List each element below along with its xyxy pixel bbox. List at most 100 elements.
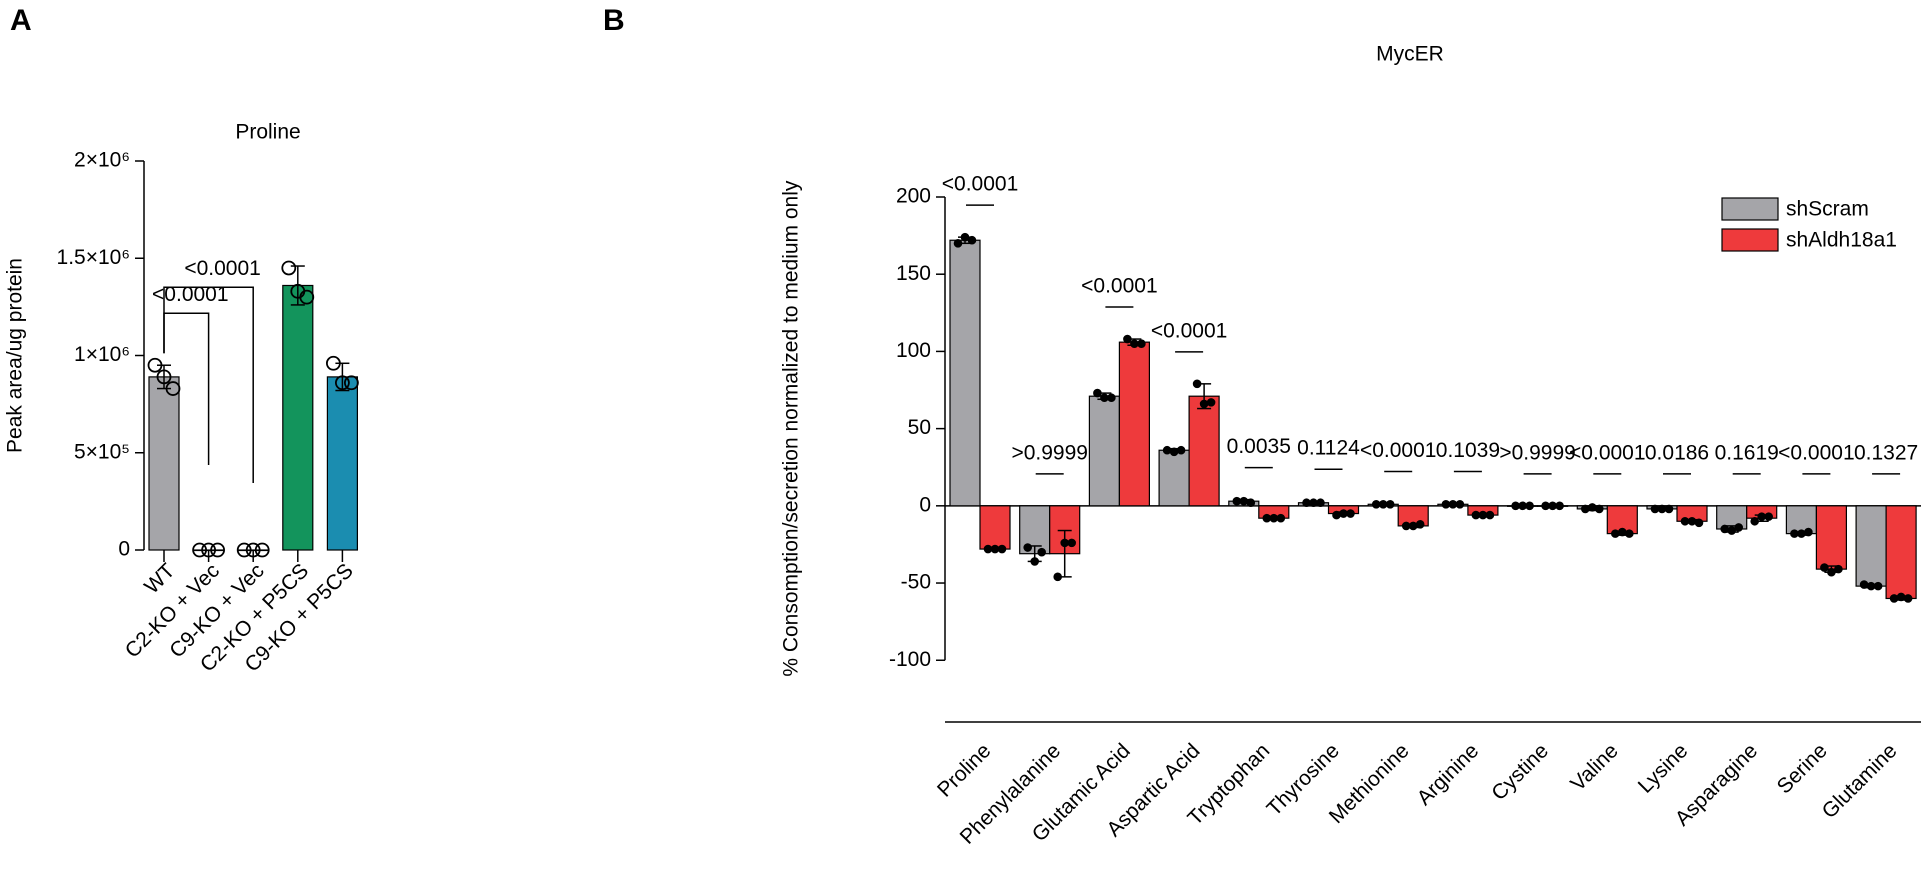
p-value: 0.1619 [1715,441,1779,464]
data-point [1448,499,1458,509]
data-point [1455,499,1465,509]
data-point [1797,529,1806,538]
p-value: <0.0001 [1151,319,1228,342]
bar [1088,395,1121,507]
data-point [1518,501,1527,511]
data-point [1873,581,1883,591]
data-point [1137,339,1146,348]
data-point [1276,513,1286,523]
y-tick-label: -50 [901,571,931,594]
data-point [1262,513,1272,523]
legend-swatch [1721,197,1779,221]
data-point [1100,393,1109,403]
data-point [1332,510,1341,520]
data-point [1581,504,1590,514]
p-value: 0.0186 [1645,441,1709,464]
data-point [1859,580,1869,589]
data-point [1471,510,1481,520]
data-point [1067,538,1076,548]
data-point [1199,399,1209,409]
bar [979,505,1011,550]
p-value: <0.0001 [1360,439,1437,462]
bar [1118,341,1151,507]
data-point [290,283,306,299]
data-point [1618,527,1627,537]
x-tick-label: Valine [1566,739,1622,795]
data-point [1541,501,1550,511]
bar [949,239,981,507]
panel-label: B [603,4,625,37]
data-point [1727,526,1736,535]
legend-label: shAldh18a1 [1786,229,1897,252]
x-tick-label: Serine [1773,739,1832,798]
y-tick-label: 150 [896,262,931,285]
data-point [165,381,181,396]
data-point [1023,543,1032,552]
data-point [1834,564,1843,574]
data-point [343,375,359,391]
data-point [1401,521,1411,531]
data-point [1408,521,1418,531]
bar [1855,505,1887,587]
data-point [997,544,1007,554]
x-tick-label: Lysine [1634,739,1693,798]
data-point [1820,563,1829,572]
bar [1815,505,1848,570]
data-point [334,375,350,391]
y-axis-label: % Consomption/secretion normalized to me… [780,180,803,677]
data-point [1764,512,1773,521]
p-value: <0.0001 [942,173,1019,196]
chart-title: Proline [235,121,300,144]
data-point [1385,499,1395,509]
bar [148,376,180,551]
data-point [1107,393,1116,403]
data-point [1734,523,1743,532]
data-point [236,542,252,558]
x-tick-label: Arginine [1413,739,1484,810]
data-point [1694,518,1704,528]
chart-title: MycER [1376,43,1444,66]
p-value: 0.1327 [1854,441,1918,464]
data-point [1246,498,1256,508]
legend-swatch [1721,228,1779,252]
data-point [953,239,963,248]
data-point [1525,501,1534,511]
data-point [1378,499,1388,509]
data-point [1657,504,1667,514]
data-point [1555,501,1564,511]
data-point [1478,510,1488,520]
data-point [1611,529,1620,538]
data-point [1511,501,1520,511]
data-point [1889,594,1899,603]
data-point [1060,538,1069,548]
data-point [1162,445,1172,455]
data-point [1415,520,1425,529]
bar [1188,395,1220,507]
data-point [1896,592,1906,602]
y-tick-label: 2×10⁶ [74,149,130,172]
data-point [1548,501,1557,511]
data-point [1206,398,1216,407]
p-value: 0.1124 [1297,437,1360,460]
y-axis-label: Peak area/ug protein [4,258,27,453]
data-point [1037,547,1046,557]
p-value: >0.9999 [1011,441,1088,464]
p-value: 0.1039 [1436,439,1500,462]
data-point [1123,334,1132,344]
y-tick-label: 0 [919,493,931,516]
data-point [156,369,172,385]
data-point [1309,498,1318,508]
data-point [1302,498,1311,508]
y-tick-label: 200 [896,185,931,208]
data-point [1176,445,1186,455]
data-point [1169,447,1179,457]
x-tick-label: Proline [933,739,995,801]
data-point [960,232,970,242]
bar [1158,449,1190,507]
data-point [1130,339,1139,348]
y-tick-label: 50 [908,416,931,439]
data-point [1790,529,1799,538]
data-point [1093,388,1102,398]
